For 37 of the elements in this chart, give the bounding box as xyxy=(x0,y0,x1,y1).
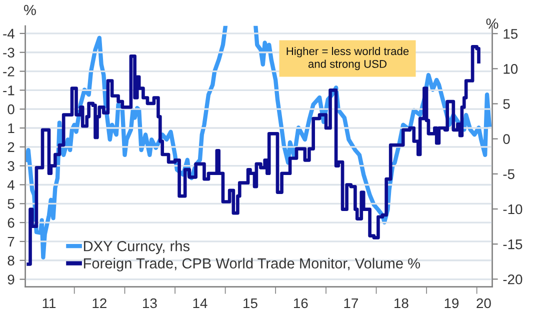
legend-label: DXY Curncy, rhs xyxy=(84,240,190,254)
y-tick-label: 6 xyxy=(8,218,14,228)
y-tick-label: -2 xyxy=(3,66,14,76)
y2-tick-label: -20 xyxy=(503,274,522,284)
y-tick-label: -3 xyxy=(3,48,14,58)
y-tick-label: 4 xyxy=(7,180,14,190)
x-tick-label: 17 xyxy=(344,298,358,308)
y2-tick-label: -15 xyxy=(503,240,522,250)
y-axis-title: % xyxy=(24,4,36,16)
y-tick-label: 1 xyxy=(8,123,14,134)
x-tick-label: 19 xyxy=(444,298,459,308)
y-tick-label: 0 xyxy=(8,104,14,114)
y-tick-label: 7 xyxy=(8,236,14,246)
y-tick-label: 2 xyxy=(8,142,14,152)
y-tick-label: 9 xyxy=(8,274,14,284)
annotation: Higher = less world trade and strong USD xyxy=(286,46,409,70)
x-tick-label: 14 xyxy=(193,298,208,308)
y2-tick-label: 5 xyxy=(503,99,510,109)
x-tick-label: 11 xyxy=(42,298,56,308)
x-tick-label: 18 xyxy=(394,298,408,308)
y-tick-label: 3 xyxy=(8,161,14,171)
y-tick-label: 5 xyxy=(8,199,14,209)
y2-tick-label: -10 xyxy=(503,204,522,214)
y2-axis-title: % xyxy=(486,18,498,29)
x-tick-label: 12 xyxy=(92,298,106,308)
legend-label: Foreign Trade, CPB World Trade Monitor, Volume % xyxy=(84,258,420,272)
y-tick-label: 8 xyxy=(8,256,14,266)
x-tick-label: 13 xyxy=(143,298,157,308)
y2-tick-label: 0 xyxy=(503,134,510,144)
y2-tick-label: -5 xyxy=(503,169,514,180)
x-tick-label: 16 xyxy=(294,298,308,308)
x-tick-label: 20 xyxy=(476,298,491,308)
x-tick-label: 15 xyxy=(244,298,258,308)
y2-tick-label: 10 xyxy=(504,64,518,74)
y-tick-label: -4 xyxy=(3,28,14,38)
y2-tick-label: 15 xyxy=(504,29,518,39)
y-tick-label: -1 xyxy=(3,86,14,96)
